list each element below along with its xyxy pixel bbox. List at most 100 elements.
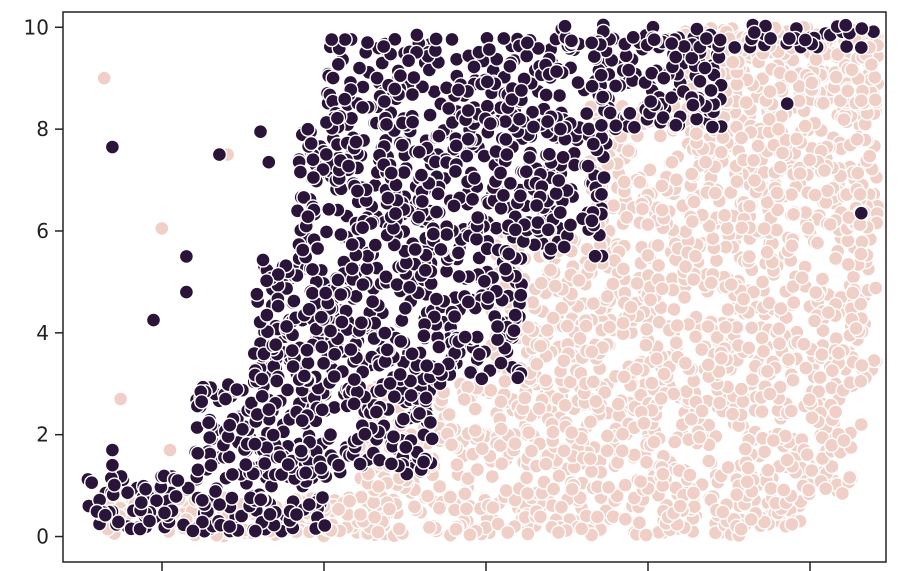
scatter-point (666, 301, 682, 318)
scatter-point (725, 54, 741, 70)
scatter-point (303, 135, 319, 152)
scatter-point (441, 406, 457, 423)
scatter-point (460, 470, 476, 487)
scatter-point (762, 30, 779, 47)
scatter-point (559, 318, 575, 334)
scatter-point (353, 315, 370, 331)
scatter-point (771, 335, 788, 352)
scatter-point (294, 413, 310, 429)
scatter-point (428, 31, 444, 47)
scatter-point (396, 164, 412, 181)
scatter-point (450, 245, 467, 261)
scatter-point (471, 346, 487, 362)
scatter-point (190, 462, 206, 478)
scatter-point (585, 374, 601, 390)
scatter-point (324, 31, 340, 48)
scatter-point (545, 310, 561, 326)
scatter-point (774, 145, 791, 161)
scatter-point (110, 514, 127, 530)
scatter-point (325, 70, 341, 86)
scatter-point (548, 185, 564, 202)
scatter-point (265, 427, 281, 443)
scatter-point (646, 434, 662, 450)
scatter-point (462, 527, 478, 543)
scatter-point (701, 453, 717, 469)
scatter-point (713, 350, 730, 366)
scatter-point (410, 209, 427, 225)
scatter-point (314, 402, 330, 418)
scatter-point (579, 105, 595, 122)
scatter-point (585, 136, 601, 152)
scatter-point (785, 206, 802, 223)
scatter-point (711, 395, 728, 411)
scatter-point (318, 146, 334, 163)
scatter-point (284, 342, 300, 359)
scatter-point (529, 356, 545, 372)
scatter-point (553, 499, 570, 515)
scatter-point (815, 323, 831, 339)
scatter-point (617, 511, 634, 527)
scatter-point (741, 340, 757, 356)
scatter-point (551, 87, 568, 104)
scatter-point (816, 162, 833, 179)
scatter-point (300, 355, 316, 371)
scatter-point (449, 457, 465, 473)
scatter-point (735, 291, 752, 307)
scatter-point (456, 391, 472, 408)
scatter-point (401, 279, 418, 295)
scatter-point (295, 242, 311, 258)
scatter-point (330, 457, 347, 473)
scatter-point (539, 113, 556, 130)
scatter-point (585, 295, 601, 312)
scatter-point (615, 261, 632, 277)
scatter-point (708, 252, 725, 269)
scatter-point (616, 369, 632, 385)
scatter-point (615, 315, 631, 331)
scatter-point (185, 523, 201, 539)
scatter-point (431, 128, 447, 144)
scatter-point (326, 368, 342, 385)
scatter-point (605, 276, 621, 292)
scatter-point (507, 307, 523, 323)
scatter-point (783, 186, 800, 203)
scatter-point (502, 58, 518, 74)
scatter-point (407, 241, 423, 258)
scatter-point (389, 276, 405, 293)
scatter-point (448, 521, 464, 537)
scatter-point (551, 172, 567, 189)
scatter-point (489, 318, 506, 335)
scatter-point (784, 237, 800, 254)
scatter-point (573, 521, 590, 537)
scatter-point (498, 482, 514, 499)
scatter-point (797, 118, 813, 134)
scatter-point (470, 209, 486, 226)
scatter-point (853, 416, 869, 433)
scatter-point (467, 401, 483, 417)
scatter-point (685, 271, 702, 288)
scatter-point (476, 273, 493, 289)
scatter-point (845, 285, 861, 301)
scatter-point (538, 456, 554, 472)
scatter-point (709, 329, 725, 346)
x-axis (161, 562, 811, 571)
scatter-point (482, 115, 498, 132)
scatter-point (850, 165, 866, 181)
scatter-point (532, 338, 549, 354)
scatter-point (781, 30, 797, 47)
scatter-point (520, 319, 536, 335)
scatter-point (300, 208, 316, 225)
scatter-point (640, 247, 656, 264)
points-layer (80, 17, 886, 544)
scatter-point (418, 390, 434, 406)
scatter-point (499, 146, 515, 163)
scatter-point (428, 204, 445, 220)
scatter-point (780, 351, 797, 368)
scatter-point (571, 272, 587, 289)
scatter-point (588, 393, 604, 410)
scatter-point (556, 239, 572, 255)
scatter-point (584, 213, 600, 229)
scatter-point (868, 280, 884, 296)
scatter-point (304, 261, 321, 278)
scatter-point (483, 382, 499, 398)
scatter-point (414, 193, 430, 210)
